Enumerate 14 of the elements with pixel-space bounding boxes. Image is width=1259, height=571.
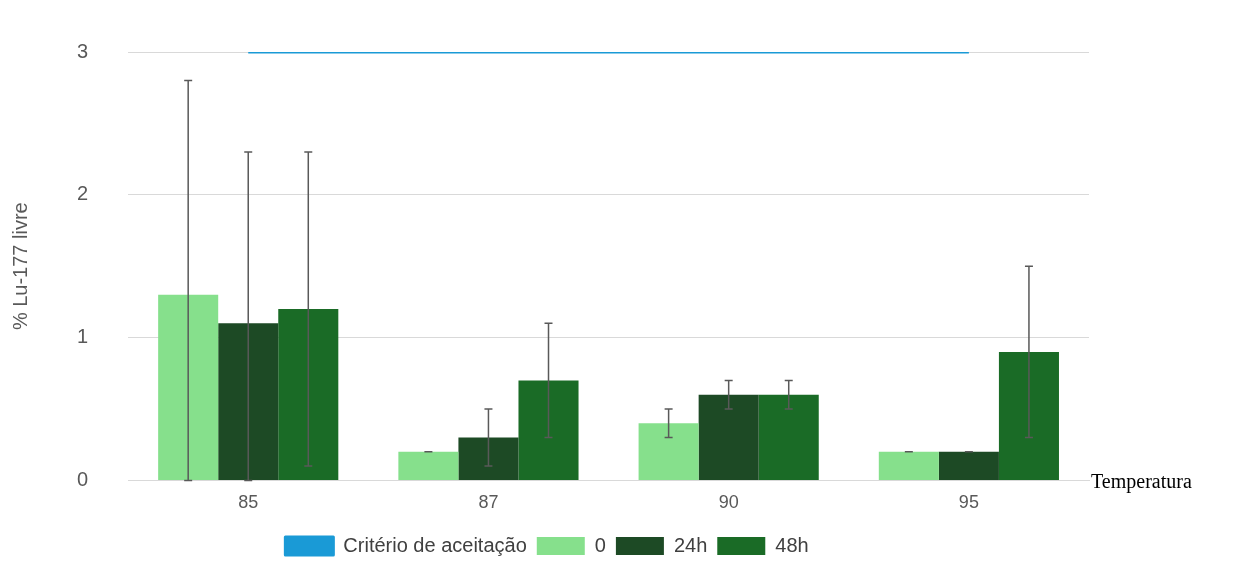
legend-label: Critério de aceitação: [343, 533, 527, 556]
y-tick-label: 0: [77, 467, 89, 490]
legend-label: 0: [594, 533, 606, 556]
x-tick-label: 90: [718, 492, 739, 513]
y-tick-label: 1: [77, 325, 89, 348]
y-tick-label: 3: [77, 39, 89, 62]
x-tick-label: 87: [478, 492, 499, 513]
y-tick-label: 2: [77, 182, 89, 205]
legend-label: 24h: [673, 533, 708, 556]
x-tick-label: 95: [958, 492, 979, 513]
x-axis-title: Temperatura: [1091, 469, 1192, 493]
legend-label: 48h: [775, 533, 809, 556]
x-tick-label: 85: [238, 492, 259, 513]
y-axis-title: % Lu-177 livre: [8, 202, 31, 331]
